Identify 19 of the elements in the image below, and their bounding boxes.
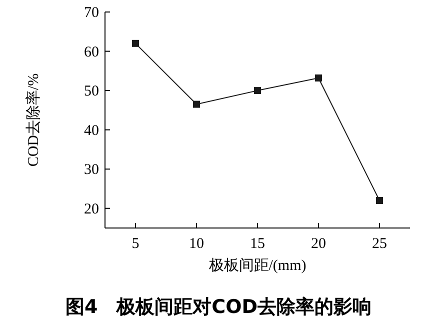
x-tick-label: 10 [189, 236, 204, 252]
x-axis-title: 极板间距/(mm) [208, 257, 306, 274]
y-tick-label: 50 [84, 84, 99, 100]
y-tick-label: 20 [84, 201, 99, 218]
x-tick-label: 20 [311, 236, 326, 252]
point [315, 74, 322, 82]
y-tick-label: 60 [84, 44, 99, 60]
y-tick-label: 70 [84, 5, 99, 21]
x-tick-label: 25 [372, 236, 387, 252]
caption: 图4 极板间距对COD去除率的影响 [65, 296, 372, 318]
y-axis-title: COD去除率/% [25, 73, 42, 167]
point [376, 197, 383, 204]
y-tick-label: 40 [84, 122, 99, 139]
x-tick-label: 15 [250, 236, 265, 252]
x-tick-label: 5 [132, 236, 140, 252]
point [193, 100, 200, 108]
point [132, 40, 139, 47]
point [254, 87, 261, 94]
y-tick-label: 30 [84, 162, 99, 178]
